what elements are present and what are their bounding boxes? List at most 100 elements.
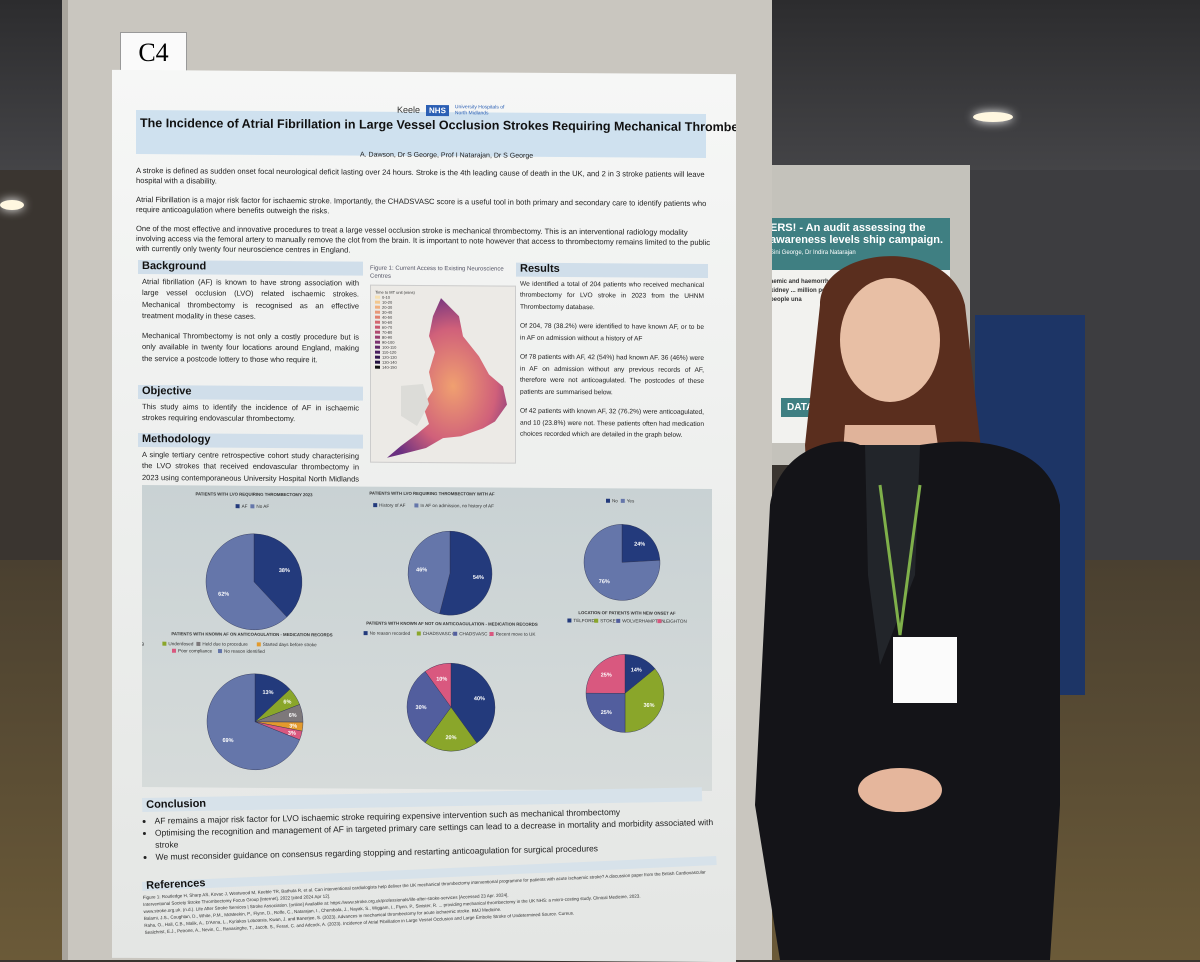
legend-label: No reason identified <box>224 649 265 654</box>
legend-swatch <box>218 649 222 654</box>
data-label: 69% <box>222 738 233 744</box>
charts-panel: PATIENTS WITH LVO REQUIRING THROMBECTOMY… <box>142 485 712 792</box>
section-heading: Results <box>516 262 708 278</box>
section-text: We identified a total of 204 patients wh… <box>520 280 704 311</box>
data-label: 10% <box>436 677 447 683</box>
data-label: 6% <box>283 699 291 705</box>
legend-label: Held due to side effect - bleeding <box>142 641 144 646</box>
figure-caption: Figure 1: Current Access to Existing Neu… <box>370 265 504 280</box>
legend-swatch <box>250 504 255 509</box>
legend-label: Started days before stroke <box>263 642 317 647</box>
legend-swatch <box>235 504 240 509</box>
ceiling-light <box>973 112 1013 122</box>
references-section: References Figure 1: Routledge H, Sharp … <box>142 855 719 936</box>
blouse <box>865 445 920 665</box>
legend-swatch <box>416 631 421 636</box>
legend-swatch <box>256 642 261 647</box>
data-label: 40% <box>474 696 485 702</box>
section-text: Of 78 patients with AF, 42 (54%) had kno… <box>520 353 704 396</box>
legend-swatch <box>620 498 625 503</box>
name-badge <box>893 637 957 703</box>
data-label: 76% <box>599 579 610 585</box>
pie-slice <box>585 692 626 733</box>
lanyard <box>878 484 922 636</box>
legend-label: TELFORD <box>573 618 595 623</box>
legend-label: STOKE <box>600 618 615 623</box>
legend-label: No <box>612 498 618 503</box>
legend-label: WOLVERHAMPTON <box>622 618 664 623</box>
data-label: 36% <box>643 703 654 709</box>
legend-swatch <box>606 498 610 503</box>
legend-label: No AF <box>256 504 269 509</box>
legend-swatch <box>489 631 494 636</box>
conclusion-section: Conclusion AF remains a major risk facto… <box>142 787 719 863</box>
chart-title: PATIENTS WITH KNOWN AF ON ANTICOAGULATIO… <box>171 631 332 637</box>
figure-map: Figure 1: Current Access to Existing Neu… <box>370 265 520 478</box>
hospital-name: University Hospitals of North Midlands <box>454 104 505 117</box>
keele-logo: Keele <box>397 104 421 115</box>
chart-title: PATIENTS WITH LVO REQUIRING THROMBECTOMY… <box>195 491 313 497</box>
board-tag: C4 <box>120 32 187 74</box>
legend-label: AF <box>242 504 248 509</box>
legend-label: Yes <box>627 498 635 503</box>
pie-slice <box>439 530 493 616</box>
nhs-logo: NHS <box>426 104 449 116</box>
intro-paragraph: A stroke is defined as sudden onset foca… <box>136 165 705 186</box>
pie-slice <box>206 673 300 771</box>
legend-swatch <box>594 618 599 623</box>
legend-label: CHADSVASC 0 <box>423 631 456 636</box>
legend-swatch <box>453 631 458 636</box>
background-poster-authors: Sini George, Dr Indira Natarajan <box>770 250 856 256</box>
legend-swatch <box>162 641 167 646</box>
logos: Keele NHS University Hospitals of North … <box>397 104 505 117</box>
legend-label: History of AF <box>379 503 405 508</box>
pie-slice <box>424 706 478 752</box>
data-label: 3% <box>288 731 296 737</box>
section-heading: Background <box>138 260 363 276</box>
data-label: 3% <box>289 724 297 730</box>
background-section: Background Atrial fibrillation (AF) is k… <box>138 260 363 374</box>
ceiling-light <box>0 200 24 210</box>
intro-paragraph: One of the most effective and innovative… <box>136 223 711 255</box>
data-label: 25% <box>601 710 612 716</box>
pie-slice <box>205 533 288 630</box>
poster: Keele NHS University Hospitals of North … <box>112 69 736 962</box>
objective-section: Objective This study aims to identify th… <box>138 385 363 433</box>
legend-label: No reason recorded <box>370 631 411 636</box>
data-label: 6% <box>289 713 297 719</box>
pie-slice <box>406 671 452 743</box>
section-text: This study aims to identify the incidenc… <box>142 401 359 424</box>
legend-label: Poor compliance <box>178 648 213 653</box>
background-poster-title: ERS! - An audit assessing the awareness … <box>770 222 944 246</box>
chart-title: PATIENTS WITH KNOWN AF NOT ON ANTICOAGUL… <box>366 621 538 627</box>
legend-label: Underdosed <box>168 641 193 646</box>
section-text: Atrial fibrillation (AF) is known to hav… <box>142 276 359 321</box>
legend-swatch <box>657 619 662 624</box>
legend-label: LEIGHTON <box>663 619 686 624</box>
chart-title: LOCATION OF PATIENTS WITH NEW ONSET AF <box>578 610 676 616</box>
legend-swatch <box>363 631 368 636</box>
england-heatmap: Time to MT unit (mins) 0-10 10-20 20-30 30-… <box>370 284 516 464</box>
legend-swatch <box>414 503 419 508</box>
data-label: 25% <box>601 672 612 678</box>
data-label: 13% <box>262 690 273 696</box>
pie-slice <box>407 530 451 615</box>
legend-swatch <box>567 618 572 623</box>
legend-swatch <box>373 503 378 508</box>
legend-label: Recent move to UK <box>496 631 537 636</box>
england-map-shape <box>387 298 507 458</box>
results-section: Results We identified a total of 204 pat… <box>516 262 708 450</box>
pie-slice <box>624 668 665 733</box>
intro-paragraph: Atrial Fibrillation is a major risk fact… <box>136 194 707 216</box>
legend-swatch <box>172 648 176 653</box>
data-label: 54% <box>473 575 484 581</box>
pie-slice <box>583 524 661 601</box>
data-label: 24% <box>634 542 645 548</box>
chart-title: PATIENTS WITH LVO REQUIRING THROMBECTOMY… <box>369 491 495 497</box>
data-label: 38% <box>279 568 290 574</box>
legend-label: CHADSVASC 1 <box>459 631 492 636</box>
data-label: 30% <box>416 705 427 711</box>
face <box>840 278 940 402</box>
legend-swatch <box>616 618 621 623</box>
pie-slice <box>450 662 496 744</box>
